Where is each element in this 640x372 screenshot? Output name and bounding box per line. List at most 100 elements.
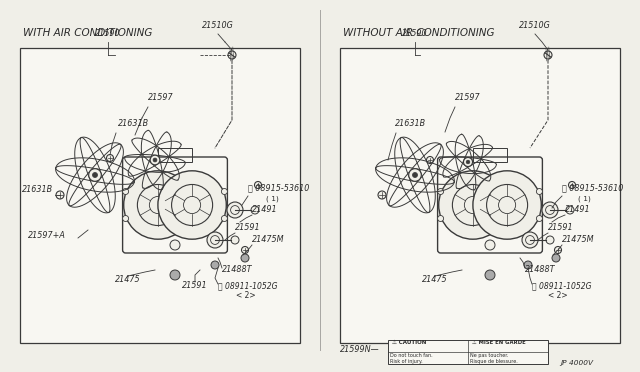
Circle shape	[170, 270, 180, 280]
Text: 21475M: 21475M	[252, 235, 285, 244]
Text: 21591: 21591	[548, 223, 573, 232]
Text: 21631B: 21631B	[22, 185, 53, 194]
Circle shape	[545, 206, 554, 214]
Circle shape	[542, 202, 558, 218]
Circle shape	[485, 270, 495, 280]
Circle shape	[150, 155, 160, 165]
Circle shape	[89, 169, 101, 181]
Circle shape	[499, 196, 516, 214]
Circle shape	[473, 171, 541, 239]
Text: ( 1): ( 1)	[266, 195, 279, 202]
FancyBboxPatch shape	[20, 48, 300, 343]
Circle shape	[153, 158, 157, 162]
Circle shape	[522, 232, 538, 248]
Text: WITH AIR CONDITIONING: WITH AIR CONDITIONING	[23, 28, 152, 38]
Text: 21510G: 21510G	[519, 21, 551, 30]
Text: 21591: 21591	[182, 281, 208, 290]
Circle shape	[207, 232, 223, 248]
Circle shape	[452, 185, 493, 225]
Circle shape	[228, 51, 236, 59]
Circle shape	[124, 171, 192, 239]
Circle shape	[524, 261, 532, 269]
Circle shape	[251, 206, 259, 214]
Circle shape	[221, 215, 227, 221]
Circle shape	[544, 51, 552, 59]
Circle shape	[438, 215, 444, 221]
Text: ⚠ MISE EN GARDE: ⚠ MISE EN GARDE	[472, 340, 525, 345]
Text: 21597: 21597	[455, 93, 481, 102]
Text: Ⓢ 08915-53610: Ⓢ 08915-53610	[248, 183, 309, 192]
Text: Ⓝ 08911-1052G: Ⓝ 08911-1052G	[218, 281, 278, 290]
Circle shape	[485, 240, 495, 250]
Text: 21475: 21475	[422, 275, 448, 284]
Text: 21488T: 21488T	[525, 265, 556, 274]
Text: 21590: 21590	[95, 29, 121, 38]
Text: 21475M: 21475M	[562, 235, 595, 244]
Text: < 2>: < 2>	[548, 291, 568, 300]
Text: WITHOUT AIR CONDITIONING: WITHOUT AIR CONDITIONING	[343, 28, 495, 38]
Circle shape	[241, 254, 249, 262]
Text: 21510G: 21510G	[202, 21, 234, 30]
Text: 21475: 21475	[115, 275, 141, 284]
Circle shape	[552, 254, 560, 262]
Text: 21591: 21591	[235, 223, 260, 232]
Text: Risk of injury.: Risk of injury.	[390, 359, 422, 364]
Text: Ⓝ 08911-1052G: Ⓝ 08911-1052G	[532, 281, 591, 290]
Text: Do not touch fan.: Do not touch fan.	[390, 353, 433, 358]
Circle shape	[546, 236, 554, 244]
Circle shape	[536, 189, 542, 195]
Text: Ne pas toucher.: Ne pas toucher.	[470, 353, 508, 358]
Text: Risque de blessure.: Risque de blessure.	[470, 359, 518, 364]
Circle shape	[438, 171, 507, 239]
Text: 21488T: 21488T	[222, 265, 253, 274]
Circle shape	[211, 235, 220, 244]
Circle shape	[554, 247, 561, 253]
Circle shape	[241, 247, 248, 253]
Circle shape	[568, 182, 575, 189]
Circle shape	[438, 189, 444, 195]
Circle shape	[536, 215, 542, 221]
Circle shape	[230, 206, 239, 214]
Text: JP 4000V: JP 4000V	[560, 360, 593, 366]
Circle shape	[463, 157, 472, 167]
Circle shape	[211, 261, 219, 269]
Circle shape	[93, 173, 97, 177]
Circle shape	[138, 185, 179, 225]
Text: 21631B: 21631B	[118, 119, 149, 128]
Text: < 2>: < 2>	[236, 291, 255, 300]
Circle shape	[221, 189, 227, 195]
Text: 21491: 21491	[565, 205, 591, 214]
Text: 21597: 21597	[148, 93, 173, 102]
Circle shape	[231, 236, 239, 244]
Circle shape	[172, 185, 212, 225]
Circle shape	[123, 189, 129, 195]
FancyBboxPatch shape	[388, 340, 548, 364]
Circle shape	[525, 235, 534, 244]
Circle shape	[149, 196, 166, 214]
Circle shape	[412, 173, 417, 177]
Circle shape	[255, 182, 262, 189]
Circle shape	[566, 206, 574, 214]
Text: 21597+A: 21597+A	[28, 231, 66, 240]
Text: 21599N—: 21599N—	[340, 346, 380, 355]
Circle shape	[123, 215, 129, 221]
Circle shape	[170, 240, 180, 250]
Text: 21491: 21491	[252, 205, 278, 214]
Text: 21590: 21590	[402, 29, 428, 38]
Circle shape	[465, 196, 481, 214]
Text: Ⓢ 08915-53610: Ⓢ 08915-53610	[562, 183, 623, 192]
Circle shape	[227, 202, 243, 218]
Circle shape	[106, 154, 113, 161]
Circle shape	[56, 191, 64, 199]
Text: ( 1): ( 1)	[578, 195, 591, 202]
Circle shape	[426, 157, 433, 164]
Circle shape	[466, 160, 470, 164]
Circle shape	[158, 171, 227, 239]
Circle shape	[378, 191, 386, 199]
Circle shape	[409, 169, 421, 181]
FancyBboxPatch shape	[340, 48, 620, 343]
Circle shape	[184, 196, 201, 214]
Text: ⚠ CAUTION: ⚠ CAUTION	[392, 340, 426, 345]
Circle shape	[486, 185, 527, 225]
Text: 21631B: 21631B	[395, 119, 426, 128]
